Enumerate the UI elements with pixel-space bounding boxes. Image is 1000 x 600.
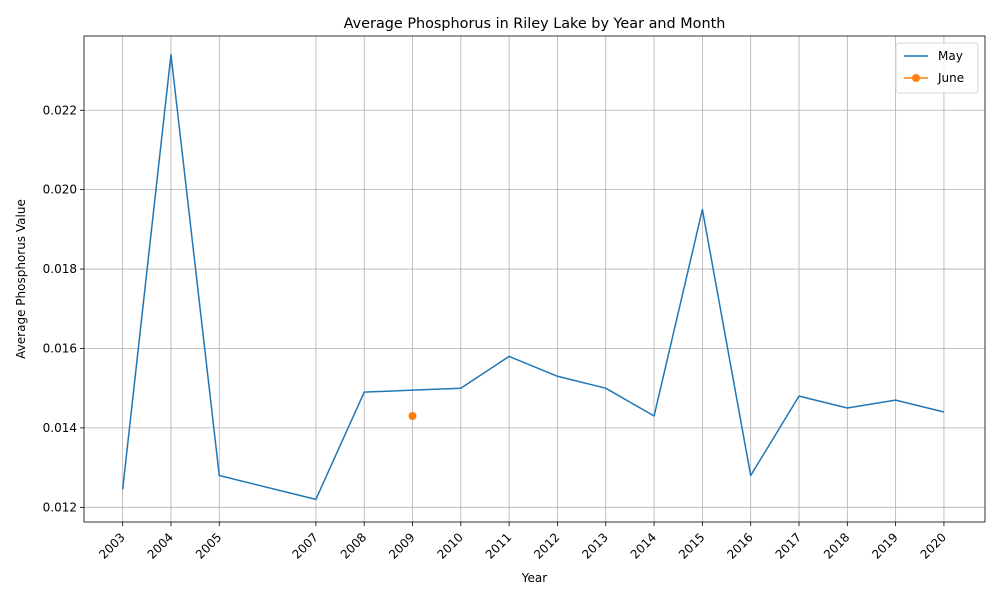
y-tick-label: 0.018 bbox=[43, 262, 77, 276]
x-tick-label: 2014 bbox=[628, 530, 659, 561]
x-tick-label: 2018 bbox=[821, 530, 852, 561]
x-tick-label: 2016 bbox=[724, 530, 755, 561]
grid-lines bbox=[84, 36, 985, 522]
legend-item-may: May bbox=[904, 49, 963, 63]
x-axis-ticks: 2003 2004 2005 2007 2008 2009 2010 2011 2012 2013… bbox=[96, 522, 949, 562]
y-axis-label: Average Phosphorus Value bbox=[14, 199, 28, 359]
y-tick-label: 0.022 bbox=[43, 103, 77, 117]
legend-label: May bbox=[938, 49, 963, 63]
y-axis-ticks: 0.012 0.014 0.016 0.018 0.020 0.022 bbox=[43, 103, 84, 514]
x-tick-label: 2015 bbox=[676, 530, 707, 561]
y-tick-label: 0.016 bbox=[43, 341, 77, 355]
x-tick-label: 2009 bbox=[386, 530, 417, 561]
plot-frame bbox=[83, 35, 986, 523]
legend-marker bbox=[912, 74, 920, 82]
x-tick-label: 2010 bbox=[434, 530, 465, 561]
x-tick-label: 2017 bbox=[773, 530, 804, 561]
legend-box bbox=[895, 42, 979, 94]
y-tick-label: 0.020 bbox=[43, 183, 77, 197]
y-tick-label: 0.012 bbox=[43, 500, 77, 514]
x-tick-label: 2007 bbox=[290, 530, 321, 561]
x-tick-label: 2019 bbox=[869, 530, 900, 561]
x-tick-label: 2005 bbox=[193, 530, 224, 561]
series-layer bbox=[121, 53, 945, 501]
series-may bbox=[121, 53, 945, 501]
chart-title: Average Phosphorus in Riley Lake by Year… bbox=[344, 16, 726, 32]
x-tick-label: 2003 bbox=[96, 530, 127, 561]
x-tick-label: 2008 bbox=[338, 530, 369, 561]
legend-label: June bbox=[937, 71, 964, 85]
data-point-june bbox=[408, 411, 417, 420]
x-tick-label: 2020 bbox=[918, 530, 949, 561]
series-june bbox=[408, 411, 417, 420]
series-line-may bbox=[121, 53, 945, 501]
x-axis-label: Year bbox=[521, 571, 547, 585]
x-tick-label: 2011 bbox=[483, 530, 514, 561]
x-tick-label: 2004 bbox=[145, 530, 176, 561]
x-tick-label: 2012 bbox=[531, 530, 562, 561]
x-tick-label: 2013 bbox=[579, 530, 610, 561]
y-tick-label: 0.014 bbox=[43, 421, 77, 435]
legend-item-june: June bbox=[904, 71, 964, 85]
legend: May June bbox=[895, 42, 979, 94]
